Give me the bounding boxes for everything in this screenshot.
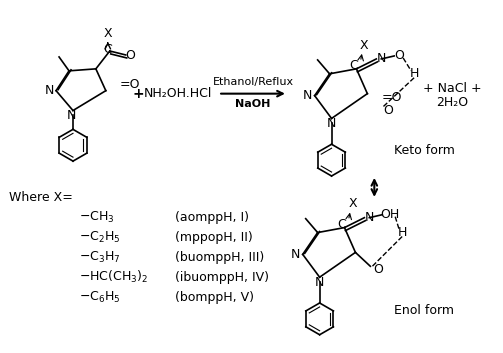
- Text: N: N: [365, 211, 374, 224]
- Text: Keto form: Keto form: [394, 144, 455, 157]
- Text: X: X: [360, 38, 369, 52]
- Text: (buomppH, III): (buomppH, III): [176, 251, 265, 264]
- Text: O: O: [394, 49, 404, 62]
- Text: $-$C$_6$H$_5$: $-$C$_6$H$_5$: [79, 289, 121, 305]
- Text: +: +: [133, 86, 144, 101]
- Text: Enol form: Enol form: [394, 304, 454, 317]
- Text: $-$C$_2$H$_5$: $-$C$_2$H$_5$: [79, 230, 121, 245]
- Text: $-$HC(CH$_3$)$_2$: $-$HC(CH$_3$)$_2$: [79, 269, 148, 285]
- Text: N: N: [66, 109, 75, 122]
- Text: OH: OH: [381, 208, 400, 221]
- Text: N: N: [291, 248, 300, 261]
- Text: NH₂OH.HCl: NH₂OH.HCl: [144, 87, 213, 100]
- Text: X: X: [348, 197, 357, 210]
- Text: H: H: [397, 226, 407, 239]
- Text: H: H: [409, 67, 419, 80]
- Text: $-$CH$_3$: $-$CH$_3$: [79, 210, 115, 225]
- Text: Ethanol/Reflux: Ethanol/Reflux: [212, 77, 294, 87]
- Text: N: N: [327, 117, 336, 130]
- Text: N: N: [303, 89, 312, 102]
- Text: $-$C$_3$H$_7$: $-$C$_3$H$_7$: [79, 250, 121, 265]
- Text: N: N: [44, 84, 54, 97]
- Text: =O: =O: [381, 91, 402, 104]
- Text: Where X=: Where X=: [10, 191, 73, 204]
- Text: O: O: [383, 104, 393, 117]
- Text: C: C: [349, 59, 358, 72]
- Text: N: N: [377, 53, 386, 65]
- Text: X: X: [104, 26, 112, 40]
- Text: =O: =O: [120, 78, 140, 91]
- Text: C: C: [104, 42, 112, 55]
- Text: + NaCl +: + NaCl +: [423, 82, 481, 95]
- Text: (aomppH, I): (aomppH, I): [176, 211, 249, 224]
- Text: O: O: [373, 263, 383, 276]
- Text: (ibuomppH, IV): (ibuomppH, IV): [176, 271, 270, 284]
- Text: O: O: [126, 49, 136, 62]
- Text: C: C: [337, 218, 346, 231]
- Text: (mppopH, II): (mppopH, II): [176, 231, 253, 244]
- Text: 2H₂O: 2H₂O: [436, 96, 468, 109]
- Text: N: N: [315, 276, 324, 289]
- Text: NaOH: NaOH: [235, 98, 271, 109]
- Text: (bomppH, V): (bomppH, V): [176, 291, 255, 304]
